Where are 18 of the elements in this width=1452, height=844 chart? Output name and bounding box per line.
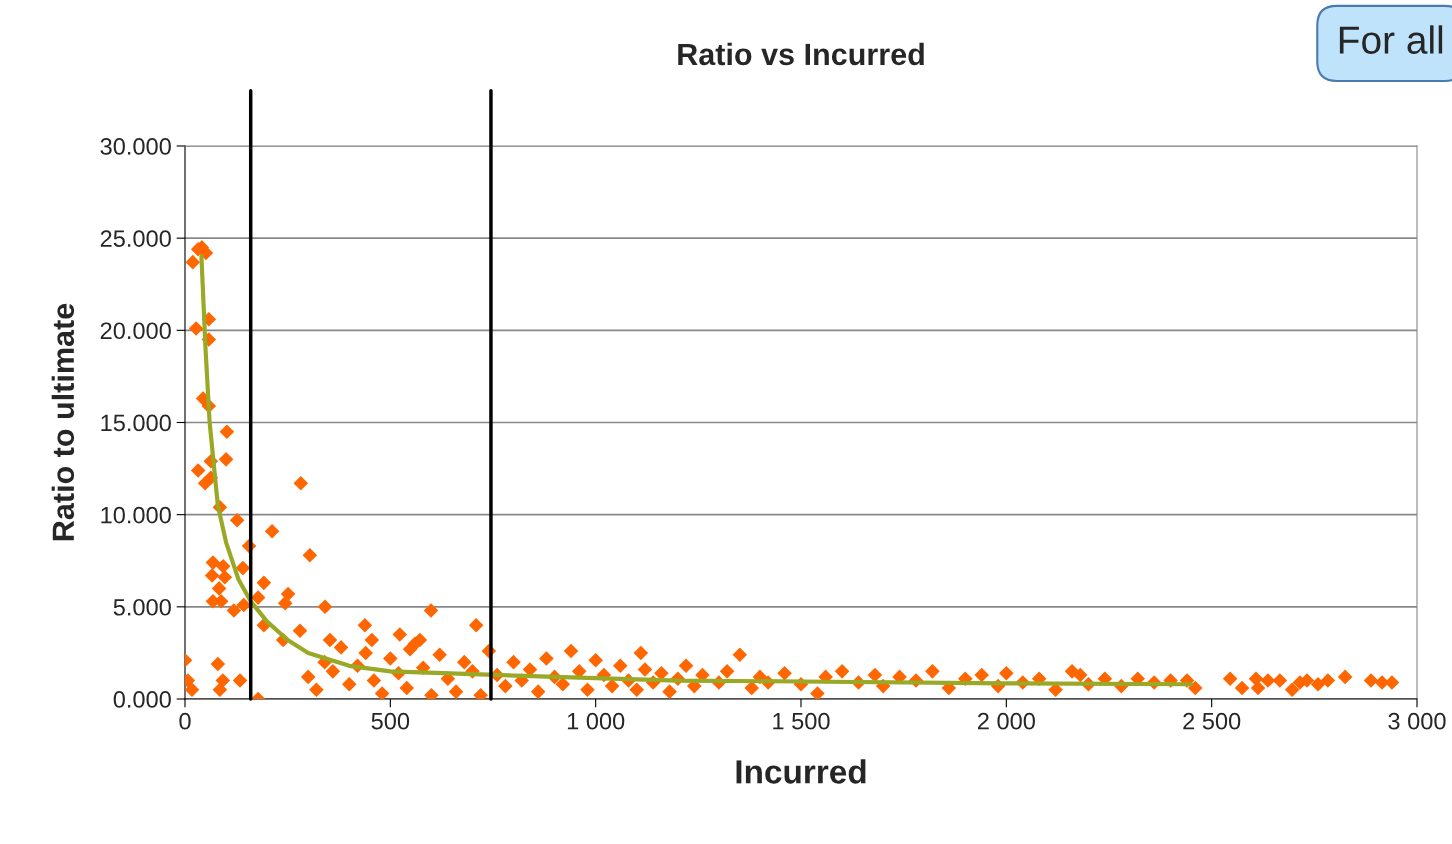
x-tick-label: 2 500 — [1183, 712, 1241, 730]
x-tick-label: 1 500 — [773, 712, 830, 730]
x-axis-title: Incurred — [736, 759, 866, 784]
x-tick-label: 500 — [371, 712, 410, 730]
y-tick-label: 25.000 — [100, 230, 171, 247]
x-tick-label: 0 — [179, 712, 191, 730]
y-tick-label: 30.000 — [100, 138, 171, 155]
text: For all — [1339, 25, 1443, 54]
y-tick-label: 20.000 — [100, 322, 171, 340]
y-tick-label: 5.000 — [113, 598, 171, 616]
y-tick-label: 15.000 — [101, 414, 171, 432]
y-axis-title: Ratio to ultimate — [51, 303, 75, 541]
y-tick-label: 0.000 — [113, 691, 171, 708]
x-tick-label: 3 000 — [1388, 712, 1446, 730]
y-tick-label: 10.000 — [101, 506, 171, 524]
x-tick-label: 1 000 — [567, 712, 625, 730]
chart-title: Ratio vs Incurred — [678, 42, 924, 66]
x-tick-label: 2 000 — [977, 712, 1035, 730]
